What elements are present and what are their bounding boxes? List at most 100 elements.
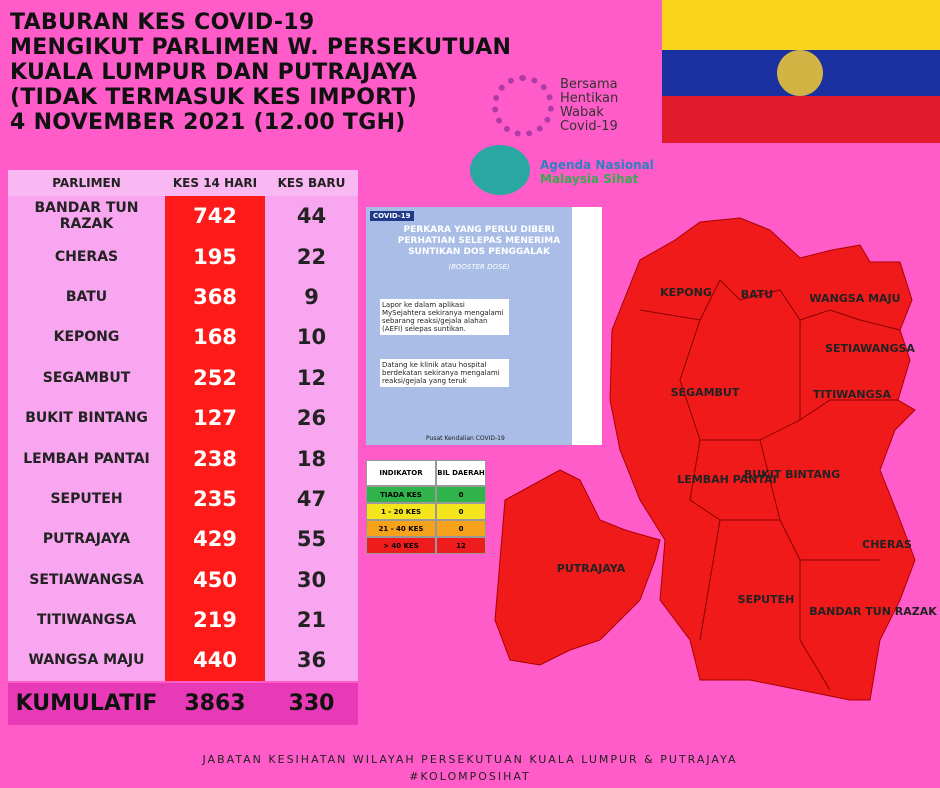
poster-footer: Pusat Kendalian COVID-19 [426,435,505,442]
case-count: 30 [265,559,358,600]
case-count: 26 [265,397,358,439]
bersama-logo: Bersama Hentikan Wabak Covid-19 [560,78,618,134]
parlimen-name: BUKIT BINTANG [8,397,165,439]
case-count: 238 [165,438,265,479]
table-row: WANGSA MAJU 440 36 [8,640,358,681]
title-line: KUALA LUMPUR DAN PUTRAJAYA [10,60,418,85]
indicator-label: > 40 KES [366,537,436,554]
title-line: MENGIKUT PARLIMEN W. PERSEKUTUAN [10,35,512,60]
total-cell: KUMULATIF [8,682,165,725]
bersama-line: Covid-19 [560,119,618,134]
title-line: TABURAN KES COVID-19 [10,10,315,35]
case-count: 18 [265,438,358,479]
case-count: 235 [165,478,265,520]
table-row: LEMBAH PANTAI 238 18 [8,438,358,479]
case-count: 168 [165,317,265,358]
indicator-legend: INDIKATOR BIL DAERAH TIADA KES 0 1 - 20 KES 0… [366,460,486,554]
map-label: BUKIT BINTANG [744,468,840,481]
title-line: 4 NOVEMBER 2021 (12.00 TGH) [10,110,406,135]
case-count: 252 [165,357,265,398]
total-cell: 330 [265,682,358,725]
agenda-line: Agenda Nasional [540,158,654,172]
parlimen-name: TITIWANGSA [8,599,165,641]
total-row: KUMULATIF 3863 330 [8,682,358,725]
map-label: SEPUTEH [738,593,795,606]
indicator-row: 1 - 20 KES 0 [366,503,486,520]
map-label: KEPONG [660,286,712,299]
case-count: 742 [165,196,265,237]
case-count: 44 [265,196,358,237]
header-cell: PARLIMEN [8,170,165,196]
total-cell: 3863 [165,682,265,725]
case-count: 440 [165,640,265,681]
parlimen-name: BATU [8,276,165,318]
indicator-row: > 40 KES 12 [366,537,486,554]
table-row: BATU 368 9 [8,276,358,318]
indicator-row: TIADA KES 0 [366,486,486,503]
title: TABURAN KES COVID-19 MENGIKUT PARLIMEN W.… [10,10,511,135]
agenda-logo-icon [470,145,530,195]
map-label: LEMBAH PANTAI [677,473,776,486]
table-row: SEGAMBUT 252 12 [8,357,358,398]
case-table: PARLIMEN KES 14 HARI KES BARU BANDAR TUN RA… [8,170,358,725]
map-label: WANGSA MAJU [809,292,900,305]
poster-sub: (BOOSTER DOSE) [448,263,510,271]
case-count: 219 [165,599,265,641]
table-row: SEPUTEH 235 47 [8,478,358,520]
parlimen-name: SETIAWANGSA [8,559,165,600]
map-label: SETIAWANGSA [825,342,915,355]
parlimen-name: BANDAR TUN RAZAK [8,196,165,237]
table-row: KEPONG 168 10 [8,317,358,358]
header-cell: BIL DAERAH [436,460,486,486]
map-label: CHERAS [862,538,912,551]
map-label: TITIWANGSA [813,388,892,401]
case-count: 127 [165,397,265,439]
indicator-count: 0 [436,486,486,503]
parlimen-name: CHERAS [8,236,165,277]
parlimen-name: SEPUTEH [8,478,165,520]
case-count: 12 [265,357,358,398]
indicator-count: 12 [436,537,486,554]
case-count: 9 [265,276,358,318]
table-row: TITIWANGSA 219 21 [8,599,358,641]
header-cell: INDIKATOR [366,460,436,486]
poster-point: Datang ke klinik atau hospital berdekata… [380,359,509,387]
case-count: 22 [265,236,358,277]
map-label: PUTRAJAYA [557,562,626,575]
map-label: BATU [741,288,773,301]
table-row: BANDAR TUN RAZAK 742 44 [8,196,358,237]
case-count: 450 [165,559,265,600]
case-count: 21 [265,599,358,641]
case-count: 10 [265,317,358,358]
header-cell: KES 14 HARI [165,170,265,196]
indicator-header: INDIKATOR BIL DAERAH [366,460,486,486]
table-row: SETIAWANGSA 450 30 [8,559,358,600]
map-label: BANDAR TUN RAZAK [809,605,937,618]
case-count: 429 [165,519,265,560]
parlimen-name: KEPONG [8,317,165,358]
map-label: SEGAMBUT [671,386,740,399]
indicator-row: 21 - 40 KES 0 [366,520,486,537]
header-cell: KES BARU [265,170,358,196]
bersama-line: Bersama [560,77,618,92]
indicator-label: 21 - 40 KES [366,520,436,537]
case-count: 195 [165,236,265,277]
table-row: CHERAS 195 22 [8,236,358,277]
footer-line: #KOLOMPOSIHAT [409,770,531,783]
poster-sidebar [572,207,602,445]
footer-line: JABATAN KESIHATAN WILAYAH PERSEKUTUAN KU… [202,753,738,766]
parlimen-name: WANGSA MAJU [8,640,165,681]
table-row: BUKIT BINTANG 127 26 [8,397,358,439]
case-count: 36 [265,640,358,681]
indicator-count: 0 [436,503,486,520]
case-count: 368 [165,276,265,318]
agenda-line: Malaysia Sihat [540,172,639,186]
footer: JABATAN KESIHATAN WILAYAH PERSEKUTUAN KU… [0,751,940,785]
indicator-label: TIADA KES [366,486,436,503]
bersama-logo-icon [492,75,554,137]
flag [662,0,940,143]
title-line: (TIDAK TERMASUK KES IMPORT) [10,85,418,110]
parlimen-name: PUTRAJAYA [8,519,165,560]
indicator-label: 1 - 20 KES [366,503,436,520]
